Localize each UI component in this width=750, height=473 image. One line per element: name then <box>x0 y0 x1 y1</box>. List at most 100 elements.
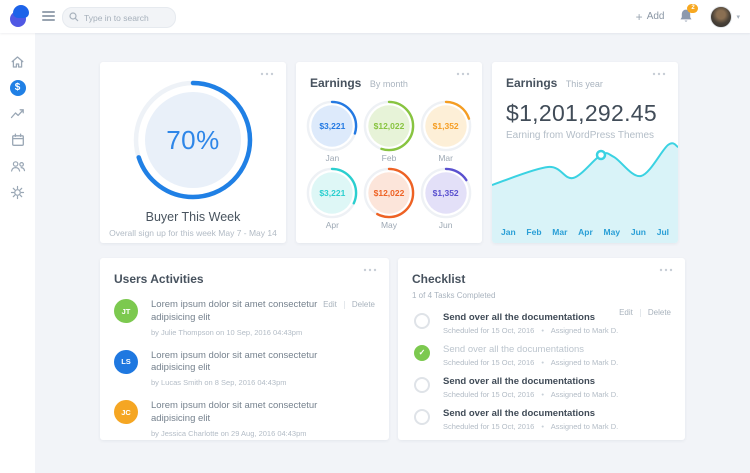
activity-text: Lorem ipsum dolor sit amet consectetur a… <box>151 299 318 323</box>
month-earning-value: $1,352 <box>432 121 459 131</box>
card-menu-icon[interactable] <box>659 268 673 272</box>
task-assigned: Assigned to Mark D. <box>550 326 619 335</box>
task-meta: Scheduled for 15 Oct, 2016 • Assigned to… <box>443 358 618 367</box>
notification-badge: 2 <box>687 3 699 13</box>
menu-icon[interactable] <box>42 11 55 22</box>
chart-month-labels: Jan Feb Mar Apr May Jun Jul <box>501 227 669 237</box>
activities-card: Users Activities Edit Delete JT Lorem ip… <box>100 258 389 440</box>
month-label: Feb <box>381 153 397 163</box>
signups-title: Buyer This Week <box>145 210 241 224</box>
earnings-year-card: Earnings This year $1,201,292.45 Earning… <box>492 62 678 243</box>
sidebar-item-stats[interactable] <box>0 101 35 127</box>
avatar: JT <box>114 299 138 323</box>
chart-month-label: Jan <box>501 227 516 237</box>
card-menu-icon[interactable] <box>363 268 377 272</box>
card-menu-icon[interactable] <box>456 72 470 76</box>
list-item: Send over all the documentations Schedul… <box>398 404 685 436</box>
month-earning-value: $12,022 <box>373 121 405 131</box>
actions-divider <box>343 300 345 309</box>
add-button[interactable]: + Add <box>636 11 665 23</box>
task-checkbox[interactable] <box>414 377 430 393</box>
month-label: May <box>380 220 398 230</box>
meta-separator: • <box>541 390 545 399</box>
notifications-button[interactable]: 2 <box>679 3 699 26</box>
search-box[interactable] <box>62 7 176 28</box>
chart-month-label: May <box>603 227 621 237</box>
month-label: Mar <box>438 153 453 163</box>
search-icon <box>69 12 79 22</box>
avatar: LS <box>114 349 138 374</box>
task-scheduled: Scheduled for 15 Oct, 2016 <box>443 326 535 335</box>
task-meta: Scheduled for 15 Oct, 2016 • Assigned to… <box>443 422 618 431</box>
task-scheduled: Scheduled for 15 Oct, 2016 <box>443 358 535 367</box>
month-ring: $3,221 Apr <box>304 167 361 230</box>
signups-card: 70% Buyer This Week Overall sign up for … <box>100 62 286 243</box>
month-label: Apr <box>325 220 339 230</box>
card-menu-icon[interactable] <box>260 72 274 76</box>
list-item: Send over all the documentations Schedul… <box>398 372 685 404</box>
plus-icon: + <box>635 9 643 24</box>
sidebar-item-calendar[interactable] <box>0 127 35 153</box>
delete-button[interactable]: Delete <box>647 308 671 317</box>
month-rings-grid: $3,221 Jan $12,022 Feb <box>296 94 482 230</box>
activity-text: Lorem ipsum dolor sit amet consectetur a… <box>151 400 318 425</box>
chart-month-label: Jul <box>656 227 669 237</box>
sidebar-item-home[interactable] <box>0 49 35 75</box>
task-title: Send over all the documentations <box>443 344 585 355</box>
edit-button[interactable]: Edit <box>323 300 337 309</box>
task-title: Send over all the documentations <box>443 408 596 419</box>
chart-month-label: Feb <box>526 227 542 237</box>
activity-meta: by Jessica Charlotte on 29 Aug, 2016 04:… <box>151 428 307 438</box>
chevron-down-icon: ▾ <box>736 13 740 21</box>
card-header: Users Activities <box>100 258 389 290</box>
meta-separator: • <box>541 422 545 431</box>
month-earning-value: $12,022 <box>373 188 405 198</box>
delete-button[interactable]: Delete <box>351 300 375 309</box>
task-checkbox[interactable] <box>414 313 430 329</box>
task-checkbox[interactable] <box>414 345 430 361</box>
task-assigned: Assigned to Mark D. <box>550 390 619 399</box>
edit-button[interactable]: Edit <box>619 308 633 317</box>
avatar: JC <box>114 400 138 425</box>
task-assigned: Assigned to Mark D. <box>550 422 619 431</box>
sidebar-item-settings[interactable] <box>0 179 35 205</box>
list-item: Send over all the documentations Schedul… <box>398 340 685 372</box>
dollar-icon: $ <box>9 80 26 96</box>
activity-meta: by Lucas Smith on 8 Sep, 2016 04:43pm <box>151 378 287 388</box>
month-label: Jan <box>325 153 340 163</box>
list-item: Send over all the documentations Schedul… <box>398 308 685 340</box>
list-item: LS Lorem ipsum dolor sit amet consectetu… <box>100 343 389 394</box>
sidebar-item-users[interactable] <box>0 153 35 179</box>
list-item: JT Lorem ipsum dolor sit amet consectetu… <box>100 292 389 343</box>
search-input[interactable] <box>82 9 172 26</box>
row-actions: Edit Delete <box>323 300 375 309</box>
sidebar-nav: $ <box>0 33 35 473</box>
card-header: Earnings By month <box>296 62 482 94</box>
task-title: Send over all the documentations <box>443 312 596 323</box>
card-menu-icon[interactable] <box>652 72 666 76</box>
sidebar-item-earnings[interactable]: $ <box>0 75 35 101</box>
home-icon <box>11 56 24 68</box>
card-header: Checklist 1 of 4 Tasks Completed <box>398 258 685 302</box>
app-logo[interactable] <box>9 5 31 27</box>
task-checkbox[interactable] <box>414 409 430 425</box>
avatar <box>710 5 733 28</box>
month-earning-value: $1,352 <box>432 188 459 198</box>
card-title: Checklist <box>412 272 466 286</box>
user-menu[interactable]: ▾ <box>710 5 740 28</box>
add-button-label: Add <box>646 11 665 22</box>
month-ring: $3,221 Jan <box>304 100 361 163</box>
card-title: Earnings <box>310 76 362 90</box>
activities-list: JT Lorem ipsum dolor sit amet consectetu… <box>100 292 389 444</box>
task-assigned: Assigned to Mark D. <box>550 358 619 367</box>
meta-separator: • <box>541 358 545 367</box>
task-scheduled: Scheduled for 15 Oct, 2016 <box>443 390 535 399</box>
weekly-progress-ring: 70% <box>131 78 255 202</box>
month-earning-value: $3,221 <box>319 188 346 198</box>
chart-month-label: Jun <box>630 227 646 237</box>
trend-icon <box>10 109 24 119</box>
list-item: JC Lorem ipsum dolor sit amet consectetu… <box>100 393 389 444</box>
row-actions: Edit Delete <box>619 308 671 317</box>
card-subtitle: By month <box>369 79 408 89</box>
